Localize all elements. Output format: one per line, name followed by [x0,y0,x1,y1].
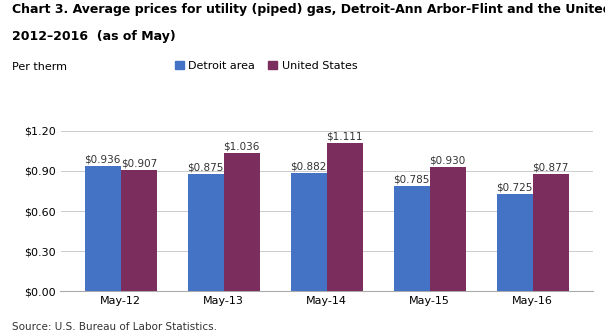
Bar [394,186,430,291]
Text: $0.882: $0.882 [290,162,327,172]
Bar [188,174,224,291]
Bar [121,170,157,291]
Bar [532,174,569,291]
Text: $0.877: $0.877 [532,162,569,173]
Text: $0.785: $0.785 [393,175,430,185]
Bar [497,194,532,291]
Text: $1.111: $1.111 [327,131,363,141]
Bar [85,166,121,291]
Legend: Detroit area, United States: Detroit area, United States [175,61,358,71]
Bar [327,143,363,291]
Text: $0.907: $0.907 [120,158,157,169]
Text: $0.930: $0.930 [430,155,466,165]
Bar [290,173,327,291]
Bar [430,167,466,291]
Text: $0.936: $0.936 [85,155,121,165]
Text: $1.036: $1.036 [224,141,260,151]
Text: Chart 3. Average prices for utility (piped) gas, Detroit-Ann Arbor-Flint and the: Chart 3. Average prices for utility (pip… [12,3,605,16]
Text: Per therm: Per therm [12,62,67,72]
Text: $0.725: $0.725 [497,183,533,193]
Text: Source: U.S. Bureau of Labor Statistics.: Source: U.S. Bureau of Labor Statistics. [12,322,217,332]
Text: 2012–2016  (as of May): 2012–2016 (as of May) [12,30,176,43]
Bar [224,153,260,291]
Text: $0.875: $0.875 [188,163,224,173]
